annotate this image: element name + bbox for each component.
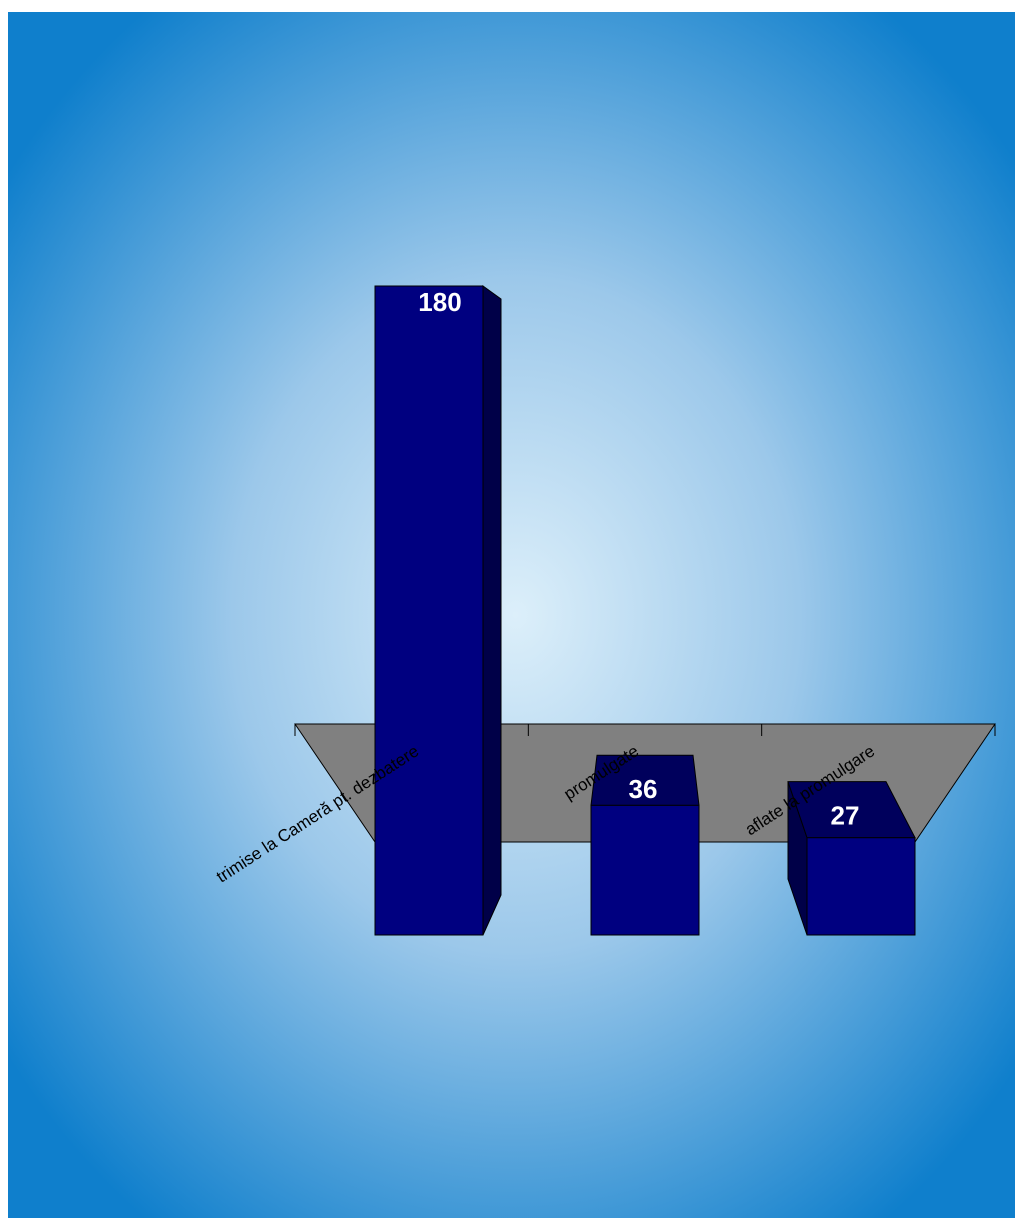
data-label: 27 bbox=[831, 801, 860, 831]
bars: 180 36 27 bbox=[374, 285, 916, 936]
bar-front bbox=[806, 837, 916, 936]
data-label: 180 bbox=[418, 287, 461, 317]
bar-2: 36 bbox=[590, 754, 700, 936]
bar-top bbox=[787, 781, 916, 839]
bar-front bbox=[374, 285, 484, 936]
bar-side bbox=[482, 285, 502, 936]
bar-3: 27 bbox=[787, 781, 916, 936]
bar-front bbox=[590, 804, 700, 936]
bar-top bbox=[590, 754, 700, 806]
bar-1: 180 bbox=[374, 285, 502, 936]
chart-background bbox=[8, 12, 1015, 1218]
data-label: 36 bbox=[629, 774, 658, 804]
